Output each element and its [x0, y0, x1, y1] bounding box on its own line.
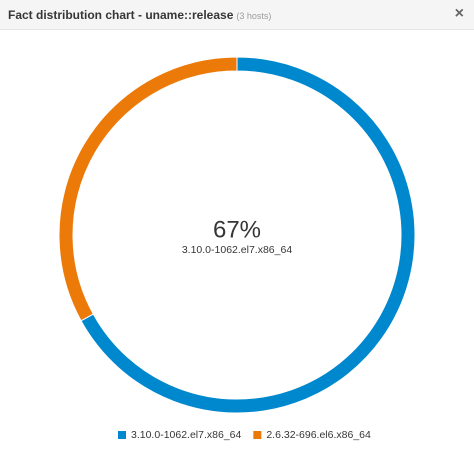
center-label: 3.10.0-1062.el7.x86_64 [182, 244, 293, 256]
center-value: 67% [213, 216, 261, 243]
slice [58, 56, 238, 322]
modal-header: Fact distribution chart - uname::release… [0, 0, 474, 30]
close-button[interactable]: × [454, 5, 464, 22]
legend-swatch [118, 431, 126, 439]
legend-label: 3.10.0-1062.el7.x86_64 [131, 429, 242, 441]
legend-swatch [253, 431, 262, 439]
modal-title: Fact distribution chart - uname::release… [8, 8, 271, 22]
title: Fact distribution chart - uname::release [8, 8, 234, 22]
subtitle: (3 hosts) [236, 11, 272, 21]
legend-label: 2.6.32-696.el6.x86_64 [266, 429, 371, 441]
